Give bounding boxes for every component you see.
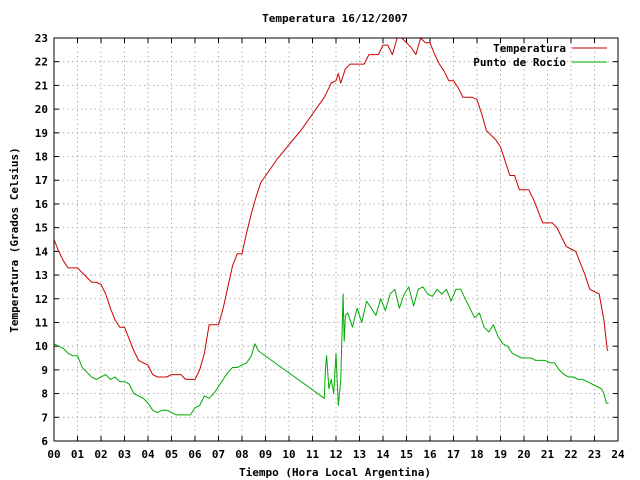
- x-tick-label: 11: [306, 448, 320, 461]
- x-tick-label: 07: [212, 448, 225, 461]
- x-tick-label: 19: [494, 448, 507, 461]
- y-tick-label: 19: [35, 127, 48, 140]
- legend-label-temperatura: Temperatura: [493, 42, 566, 55]
- y-tick-label: 12: [35, 293, 48, 306]
- x-tick-label: 01: [71, 448, 85, 461]
- y-tick-label: 22: [35, 56, 48, 69]
- y-tick-label: 18: [35, 151, 48, 164]
- x-tick-label: 03: [118, 448, 131, 461]
- x-tick-label: 05: [165, 448, 178, 461]
- y-tick-label: 11: [35, 316, 49, 329]
- y-tick-label: 6: [41, 435, 48, 448]
- chart-title: Temperatura 16/12/2007: [262, 12, 408, 25]
- x-tick-label: 16: [423, 448, 437, 461]
- x-tick-label: 21: [541, 448, 555, 461]
- x-tick-label: 12: [329, 448, 342, 461]
- x-tick-label: 04: [141, 448, 155, 461]
- temperatura-line: [53, 37, 608, 380]
- x-tick-label: 22: [564, 448, 577, 461]
- y-tick-labels: 6 7 8 9 10 11 12 13 14 15 16 17 18 19 20 21 22 23: [35, 32, 49, 448]
- x-tick-label: 17: [447, 448, 460, 461]
- x-tick-label: 15: [400, 448, 413, 461]
- y-tick-label: 10: [35, 340, 48, 353]
- y-tick-label: 15: [35, 222, 48, 235]
- x-tick-label: 24: [611, 448, 625, 461]
- y-tick-label: 17: [35, 174, 48, 187]
- y-tick-label: 21: [35, 79, 49, 92]
- x-tick-label: 00: [47, 448, 60, 461]
- x-tick-label: 10: [282, 448, 295, 461]
- y-tick-label: 7: [41, 411, 48, 424]
- x-tick-label: 18: [470, 448, 483, 461]
- y-tick-label: 9: [41, 364, 48, 377]
- legend: Temperatura Punto de Rocío: [473, 42, 607, 69]
- x-tick-labels: 00 01 02 03 04 05 06 07 08 09 10 11 12 13 14 15 16 17 18 19…: [47, 448, 625, 461]
- legend-label-punto-de-rocio: Punto de Rocío: [473, 56, 566, 69]
- x-tick-label: 20: [517, 448, 530, 461]
- y-tick-label: 16: [35, 198, 49, 211]
- x-tick-label: 02: [94, 448, 107, 461]
- x-tick-label: 14: [376, 448, 390, 461]
- x-tick-label: 13: [353, 448, 366, 461]
- punto-de-rocio-line: [53, 286, 609, 416]
- plot-frame: [53, 37, 619, 442]
- x-tick-label: 08: [235, 448, 248, 461]
- y-tick-label: 23: [35, 32, 48, 45]
- y-tick-label: 8: [41, 388, 48, 401]
- y-tick-label: 20: [35, 103, 48, 116]
- y-tick-label: 14: [35, 245, 49, 258]
- x-axis-label: Tiempo (Hora Local Argentina): [239, 466, 431, 479]
- x-tick-label: 23: [588, 448, 601, 461]
- y-tick-label: 13: [35, 269, 48, 282]
- plot-series: [53, 37, 609, 416]
- x-tick-label: 06: [188, 448, 202, 461]
- x-tick-label: 09: [259, 448, 272, 461]
- y-axis-label: Temperatura (Grados Celsius): [8, 147, 21, 332]
